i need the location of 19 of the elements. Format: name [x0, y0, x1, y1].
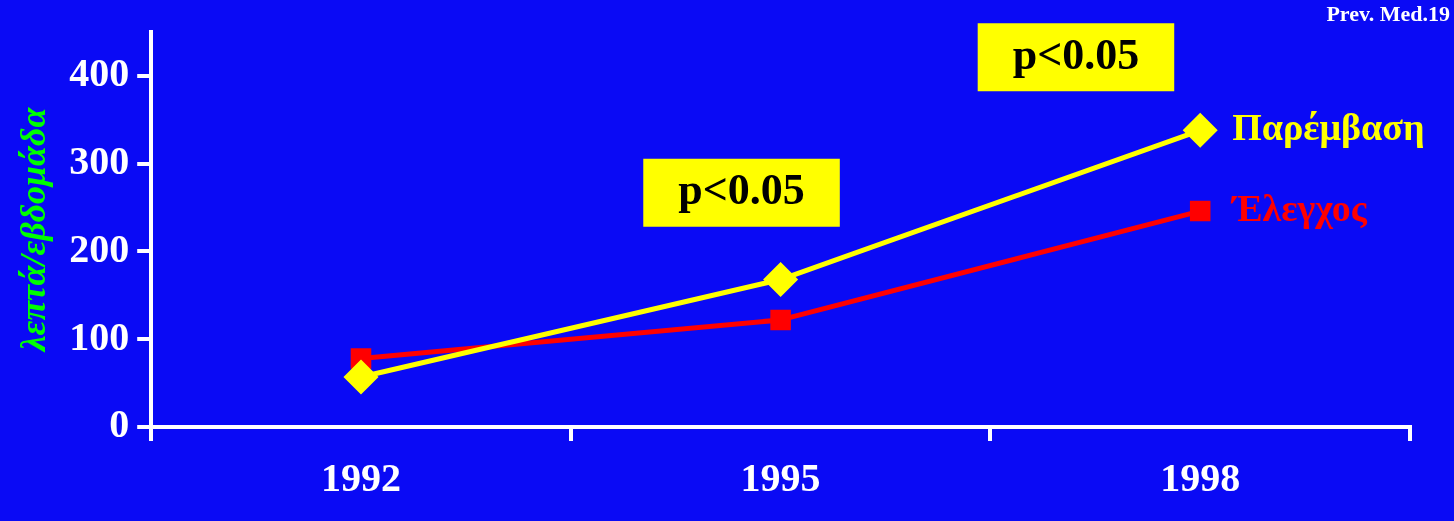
annotation: p<0.05	[1012, 29, 1140, 79]
x-tick-label: 1995	[740, 455, 821, 501]
point	[344, 360, 378, 394]
series-label: Παρέμβαση	[1232, 106, 1425, 149]
y-tick-label: 100	[69, 313, 130, 359]
point	[764, 263, 798, 297]
y-tick-label: 200	[69, 225, 130, 271]
series-label: Έλεγχος	[1230, 186, 1368, 229]
x-tick-label: 1998	[1160, 455, 1241, 501]
point	[1183, 113, 1217, 147]
y-axis-title: λεπτά/εβδομάδα	[12, 106, 53, 354]
point	[770, 309, 791, 331]
y-tick-label: 300	[69, 137, 130, 183]
y-tick-label: 0	[109, 401, 130, 447]
text: Prev. Med.19	[1326, 0, 1450, 26]
point	[1189, 200, 1211, 222]
y-tick-label: 400	[69, 50, 130, 96]
x-tick-label: 1992	[321, 455, 401, 501]
annotation: p<0.05	[678, 165, 805, 215]
